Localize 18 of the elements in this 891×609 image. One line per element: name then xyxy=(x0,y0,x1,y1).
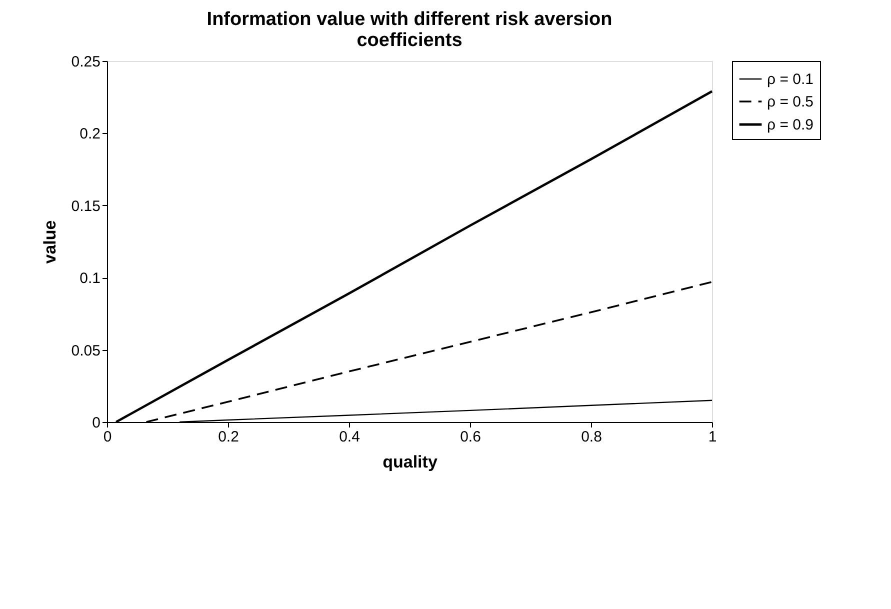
legend-label: ρ = 0.1 xyxy=(767,71,814,88)
x-tick-label: 1 xyxy=(708,428,717,446)
y-tick-label: 0.15 xyxy=(71,198,100,215)
x-tick-label: 0 xyxy=(103,428,112,446)
y-tick-label: 0 xyxy=(92,414,100,432)
x-tick-label: 0.8 xyxy=(581,428,602,446)
chart-title: Information value with different risk aversion coefficients xyxy=(206,9,612,51)
x-tick-label: 0.4 xyxy=(339,428,360,446)
x-tick-label: 0.6 xyxy=(460,428,481,446)
y-tick-label: 0.1 xyxy=(80,270,100,288)
y-tick-label: 0.25 xyxy=(71,54,100,70)
y-tick-label: 0.2 xyxy=(80,126,100,143)
x-tick-label: 0.2 xyxy=(218,428,239,446)
y-tick-label: 0.05 xyxy=(71,342,100,360)
legend-label: ρ = 0.9 xyxy=(767,116,814,134)
y-axis-title: value xyxy=(40,220,60,264)
x-axis-title: quality xyxy=(382,452,438,472)
legend-label: ρ = 0.5 xyxy=(767,94,814,110)
